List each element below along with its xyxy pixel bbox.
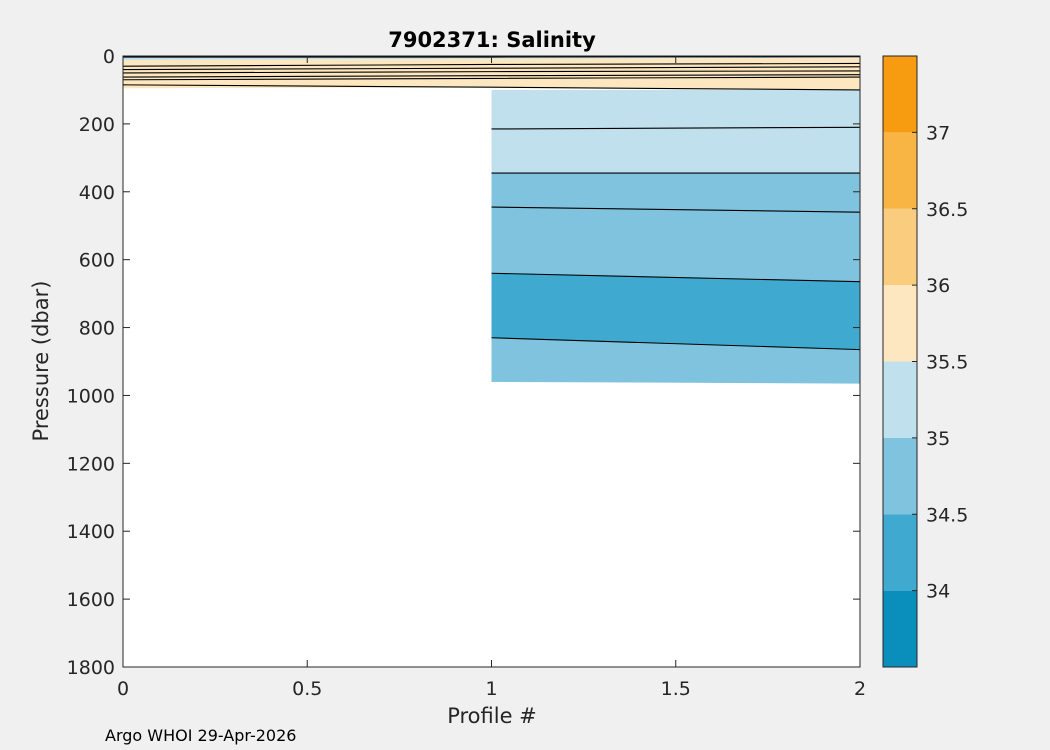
- colorbar-swatch-7: [883, 56, 917, 133]
- y-tick-label: 1400: [67, 521, 115, 543]
- colorbar-swatch-3: [883, 361, 917, 438]
- y-tick-label: 1800: [67, 657, 115, 679]
- colorbar-swatch-1: [883, 514, 917, 591]
- contour-bands: [123, 56, 860, 384]
- contour-line-1: [122, 62, 861, 67]
- chart-title: 7902371: Salinity: [388, 28, 596, 52]
- x-tick-label: 1.5: [661, 678, 691, 700]
- colorbar-swatch-6: [883, 132, 917, 209]
- colorbar-tick-label: 36: [926, 275, 950, 297]
- x-tick-label: 0.5: [292, 678, 322, 700]
- x-axis: 0 0.5 1 1.5 2: [117, 56, 866, 700]
- colorbar-swatch-0: [883, 590, 917, 667]
- x-axis-label: Profile #: [447, 704, 537, 728]
- colorbar-tick-label: 35.5: [926, 352, 968, 374]
- contour-line-7: [491, 126, 861, 130]
- x-tick-label: 2: [854, 678, 866, 700]
- y-tick-label: 800: [79, 318, 115, 340]
- footer-credit: Argo WHOI 29-Apr-2026: [105, 726, 296, 745]
- contour-lines: [122, 56, 861, 351]
- contour-line-3: [122, 70, 861, 74]
- y-tick-label: 0: [103, 46, 115, 68]
- contour-band-2: [491, 89, 860, 174]
- y-tick-label: 400: [79, 182, 115, 204]
- x-tick-label: 1: [485, 678, 497, 700]
- y-axis-label: Pressure (dbar): [29, 281, 53, 442]
- contour-line-2: [122, 66, 861, 71]
- contour-line-4: [122, 74, 861, 78]
- y-tick-label: 200: [79, 114, 115, 136]
- colorbar-tick-label: 36.5: [926, 199, 968, 221]
- contour-band-3: [491, 173, 860, 282]
- y-tick-label: 1000: [67, 385, 115, 407]
- y-axis: 0 200 400 600 800 1000 1200 1400 1600 1800: [67, 46, 860, 679]
- x-tick-label: 0: [117, 678, 129, 700]
- contour-line-6: [122, 84, 861, 91]
- colorbar-tick-label: 35: [926, 428, 950, 450]
- contour-line-9: [491, 206, 861, 213]
- colorbar-tick-label: 34.5: [926, 504, 968, 526]
- colorbar-tick-label: 34: [926, 581, 950, 603]
- contour-band-5: [491, 337, 860, 384]
- colorbar-swatch-4: [883, 285, 917, 362]
- colorbar-swatch-2: [883, 437, 917, 515]
- contour-line-11: [491, 337, 861, 351]
- colorbar-tick-label: 37: [926, 122, 950, 144]
- contour-line-5: [122, 76, 861, 81]
- contour-line-10: [491, 272, 861, 283]
- colorbar-swatch-5: [883, 208, 917, 286]
- y-tick-label: 1200: [67, 453, 115, 475]
- y-tick-label: 1600: [67, 589, 115, 611]
- y-tick-label: 600: [79, 250, 115, 272]
- contour-band-4: [491, 273, 860, 350]
- colorbar: 34 34.5 35 35.5 36 36.5 37: [882, 55, 968, 668]
